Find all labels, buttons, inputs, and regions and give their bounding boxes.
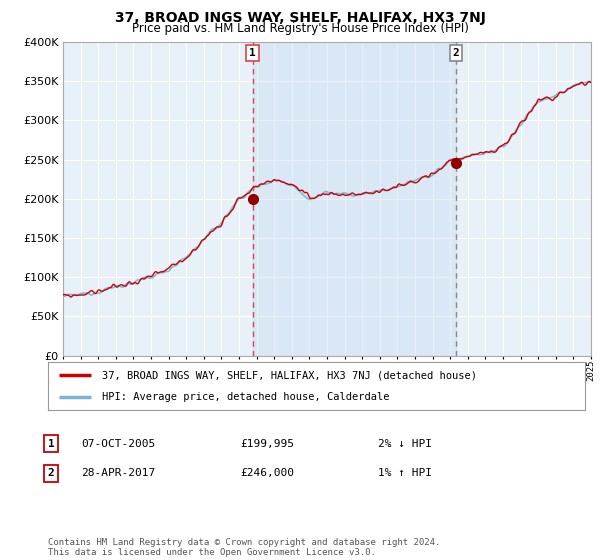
Text: 37, BROAD INGS WAY, SHELF, HALIFAX, HX3 7NJ: 37, BROAD INGS WAY, SHELF, HALIFAX, HX3 …: [115, 11, 485, 25]
Text: 1: 1: [249, 48, 256, 58]
Bar: [253, 42, 456, 356]
Text: £246,000: £246,000: [240, 468, 294, 478]
Text: 28-APR-2017: 28-APR-2017: [81, 468, 155, 478]
Text: 07-OCT-2005: 07-OCT-2005: [81, 438, 155, 449]
Text: 1% ↑ HPI: 1% ↑ HPI: [378, 468, 432, 478]
Text: 2: 2: [452, 48, 459, 58]
Text: 2: 2: [47, 468, 55, 478]
Text: £199,995: £199,995: [240, 438, 294, 449]
Text: 37, BROAD INGS WAY, SHELF, HALIFAX, HX3 7NJ (detached house): 37, BROAD INGS WAY, SHELF, HALIFAX, HX3 …: [102, 370, 476, 380]
Text: Contains HM Land Registry data © Crown copyright and database right 2024.
This d: Contains HM Land Registry data © Crown c…: [48, 538, 440, 557]
Text: Price paid vs. HM Land Registry's House Price Index (HPI): Price paid vs. HM Land Registry's House …: [131, 22, 469, 35]
Text: 2% ↓ HPI: 2% ↓ HPI: [378, 438, 432, 449]
Text: 1: 1: [47, 438, 55, 449]
Text: HPI: Average price, detached house, Calderdale: HPI: Average price, detached house, Cald…: [102, 392, 389, 402]
